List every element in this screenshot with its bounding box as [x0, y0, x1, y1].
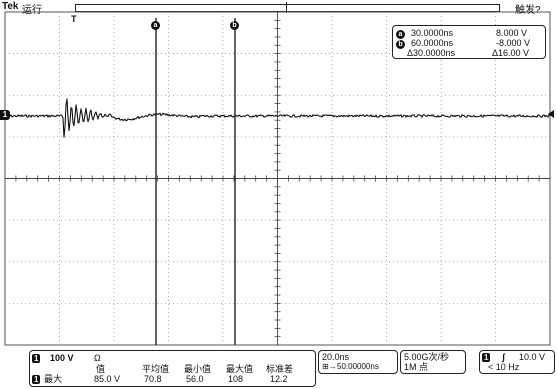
cursor-a-badge: a: [151, 21, 160, 30]
trigger-position-marker[interactable]: T: [71, 14, 77, 24]
trigger-panel[interactable]: 1 ʃ 10.0 V < 10 Hz: [479, 350, 555, 374]
channel1-badge[interactable]: 1: [32, 354, 41, 363]
cursor-b-handle[interactable]: b: [230, 14, 239, 32]
trigger-source-badge: 1: [482, 353, 491, 362]
channel1-ground-marker[interactable]: 1: [0, 110, 10, 120]
graticule: [4, 11, 551, 346]
measure-header-value: 值: [96, 364, 106, 374]
cursor-b-volt: -8.000 V: [496, 38, 531, 48]
cursor-readout-panel: a 30.0000ns 8.000 V b 60.0000ns -8.000 V…: [392, 25, 546, 59]
cursor-a-volt: 8.000 V: [496, 28, 528, 38]
cursor-b-badge: b: [230, 21, 239, 30]
trigger-state-label: 触发?: [515, 5, 541, 16]
waveform-trace: [4, 98, 551, 138]
trigger-slope-icon: ʃ: [502, 352, 505, 362]
run-state-label: 运行: [22, 5, 42, 16]
measure-header-max: 最大值: [226, 364, 254, 374]
measure-badge[interactable]: 1: [32, 375, 41, 384]
channel1-impedance: Ω: [94, 353, 101, 363]
cursor-a-handle[interactable]: a: [151, 14, 160, 32]
cursor-delta-volt: Δ16.00 V: [492, 48, 530, 58]
measure-header-mean: 平均值: [142, 364, 170, 374]
channel-measure-panel: 1 100 V Ω 值 平均值 最小值 最大值 标准差 1 最大 85.0 V …: [29, 350, 316, 387]
trigger-level-arrow[interactable]: [548, 110, 554, 118]
measure-header-min: 最小值: [184, 364, 212, 374]
trigger-level: 10.0 V: [519, 352, 546, 362]
trigger-filter: < 10 Hz: [488, 362, 520, 372]
measure-value: 85.0 V: [94, 374, 121, 384]
timebase-scale: 20.0ns: [322, 352, 350, 362]
brand-label: Tek: [2, 1, 19, 12]
cursor-b-time: 60.0000ns: [411, 38, 454, 48]
measure-header-stddev: 标准差: [266, 364, 294, 374]
timebase-position-icon: ⊞→: [322, 362, 337, 371]
cursor-a-time: 30.0000ns: [411, 28, 454, 38]
measure-max: 108: [228, 374, 244, 384]
channel1-scale[interactable]: 100 V: [50, 353, 74, 363]
cursor-a-icon: a: [396, 28, 405, 39]
measure-mean: 70.8: [144, 374, 162, 384]
acquisition-panel[interactable]: 5.00G次/秒 1M 点: [400, 350, 466, 374]
record-position-tick: [286, 2, 287, 13]
cursor-b-icon: b: [396, 38, 405, 49]
measure-stddev: 12.2: [270, 374, 288, 384]
sample-rate: 5.00G次/秒: [404, 352, 450, 362]
timebase-panel[interactable]: 20.0ns ⊞→ 50.00000ns: [318, 350, 398, 374]
measure-name: 最大: [44, 374, 63, 384]
measure-min: 56.0: [186, 374, 204, 384]
record-length: 1M 点: [404, 362, 429, 372]
timebase-position: 50.00000ns: [337, 362, 379, 371]
cursor-delta-time: Δ30.0000ns: [407, 48, 456, 58]
